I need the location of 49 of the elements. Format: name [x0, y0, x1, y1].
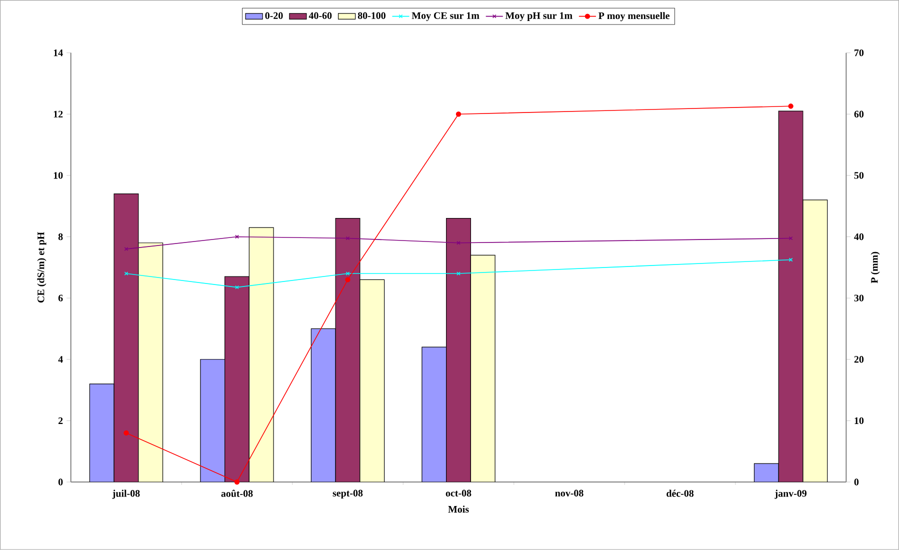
x-tick-label: janv-09	[774, 490, 806, 499]
y-tick-label: 14	[54, 50, 63, 56]
point	[345, 277, 350, 282]
legend-label: 0-20	[265, 12, 283, 20]
y2-tick-label: 70	[854, 50, 864, 56]
y-tick-label: 4	[58, 356, 63, 363]
point	[456, 272, 460, 276]
y2-tick-label: 0	[854, 478, 859, 486]
bar	[248, 227, 274, 482]
x-axis-title: Mois	[448, 506, 469, 513]
legend-label: 40-60	[308, 12, 332, 20]
y-tick-label: 2	[58, 417, 63, 424]
legend-label: Moy pH sur 1m	[505, 12, 572, 22]
x-tick-label: oct-08	[446, 490, 472, 497]
legend-label: P moy mensuelle	[598, 12, 670, 22]
bar	[778, 110, 804, 482]
x-tick-label: juil-08	[112, 490, 140, 499]
y2-axis-title: P (mm)	[870, 252, 880, 284]
x-tick-label: nov-08	[555, 490, 584, 497]
bar	[360, 279, 385, 482]
y-tick-label: 6	[58, 294, 63, 302]
legend-label: Moy CE sur 1m	[412, 12, 480, 22]
legend-label: 80-100	[358, 12, 386, 20]
bar	[470, 254, 496, 482]
bar	[446, 218, 471, 482]
bar	[224, 276, 250, 482]
bar	[802, 200, 828, 482]
y2-tick-label: 30	[854, 294, 864, 302]
x-tick-label: août-08	[221, 490, 253, 498]
y-tick-label: 10	[54, 172, 63, 179]
y-tick-label: 12	[54, 110, 63, 118]
bar	[138, 242, 164, 482]
point	[124, 430, 129, 436]
y-tick-label: 0	[58, 478, 63, 486]
y-axis-title: CE (dS/m) et pH	[37, 232, 46, 303]
y2-tick-label: 40	[854, 233, 864, 240]
x-tick-label: déc-08	[666, 490, 694, 497]
y-tick-label: 8	[58, 233, 63, 240]
y2-tick-label: 20	[854, 356, 864, 363]
x-tick-label: sept-08	[332, 490, 363, 499]
point	[788, 104, 794, 109]
y2-tick-label: 50	[854, 172, 864, 179]
y2-tick-label: 10	[854, 417, 864, 424]
point	[456, 112, 462, 117]
y2-tick-label: 60	[854, 110, 864, 118]
point	[234, 479, 240, 485]
bar	[114, 194, 139, 482]
bar	[335, 218, 360, 482]
point	[346, 236, 350, 240]
